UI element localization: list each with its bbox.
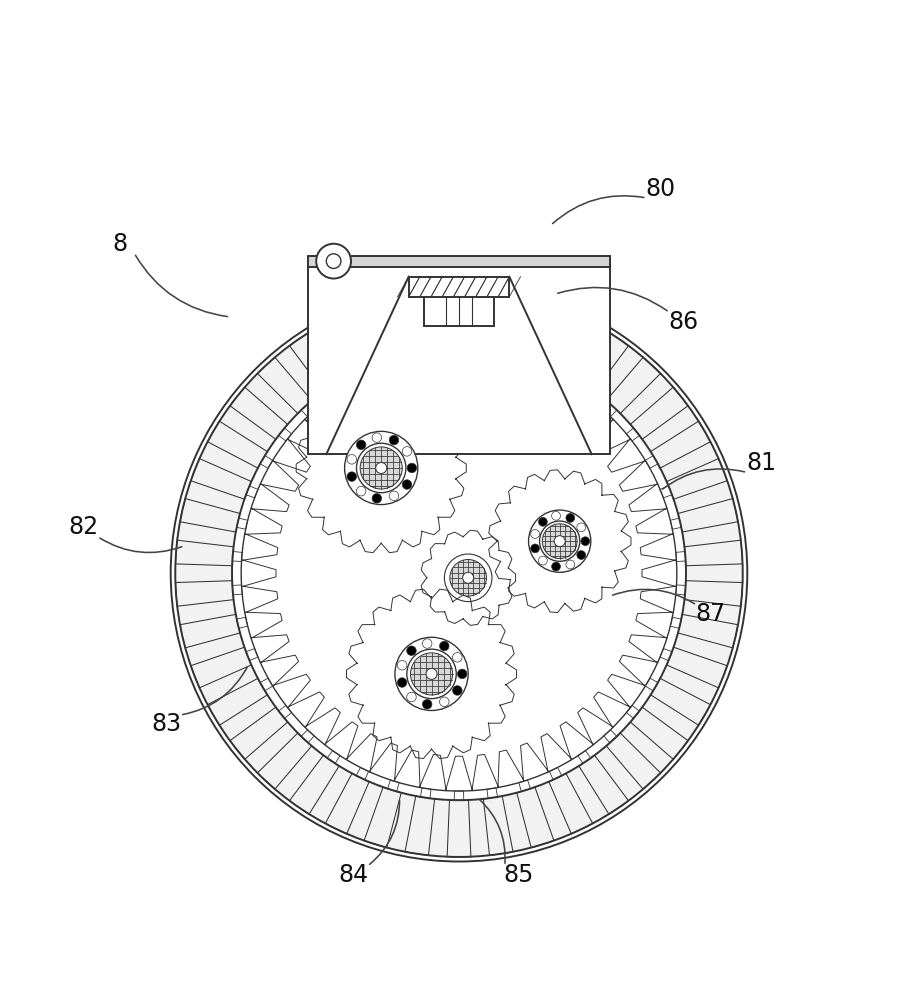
Circle shape xyxy=(422,699,432,709)
Circle shape xyxy=(347,472,356,481)
Polygon shape xyxy=(297,383,466,553)
Circle shape xyxy=(389,435,398,445)
Circle shape xyxy=(440,697,449,707)
Circle shape xyxy=(389,491,398,501)
Text: 85: 85 xyxy=(503,863,533,887)
Text: 83: 83 xyxy=(151,712,181,736)
Circle shape xyxy=(554,536,565,547)
Circle shape xyxy=(581,537,589,546)
Circle shape xyxy=(422,639,432,648)
Bar xyxy=(424,296,494,326)
Text: 80: 80 xyxy=(645,177,676,201)
Circle shape xyxy=(463,572,474,583)
Polygon shape xyxy=(346,589,517,759)
Circle shape xyxy=(531,530,540,538)
Circle shape xyxy=(375,462,386,473)
Bar xyxy=(308,257,610,454)
Circle shape xyxy=(565,513,575,522)
Circle shape xyxy=(407,463,417,473)
Circle shape xyxy=(410,653,453,695)
Text: 82: 82 xyxy=(69,515,99,539)
Circle shape xyxy=(539,517,547,526)
Circle shape xyxy=(372,433,382,442)
Circle shape xyxy=(372,494,382,503)
Circle shape xyxy=(529,510,591,572)
Circle shape xyxy=(402,447,412,456)
Circle shape xyxy=(326,254,341,268)
Circle shape xyxy=(395,637,468,711)
Polygon shape xyxy=(421,530,516,625)
Circle shape xyxy=(171,285,747,862)
Text: 8: 8 xyxy=(113,232,128,256)
Circle shape xyxy=(276,390,642,756)
Circle shape xyxy=(397,678,407,687)
Circle shape xyxy=(316,244,351,279)
Bar xyxy=(308,256,610,267)
Circle shape xyxy=(577,523,586,532)
Text: 81: 81 xyxy=(746,451,776,475)
Circle shape xyxy=(440,641,449,651)
Circle shape xyxy=(577,551,586,559)
Circle shape xyxy=(531,544,540,553)
Circle shape xyxy=(356,486,366,496)
Circle shape xyxy=(356,443,406,493)
Circle shape xyxy=(543,524,577,559)
Polygon shape xyxy=(175,290,743,857)
Text: 87: 87 xyxy=(696,602,726,626)
Circle shape xyxy=(407,692,416,702)
Circle shape xyxy=(407,649,456,699)
Bar xyxy=(409,277,509,297)
Circle shape xyxy=(453,686,462,695)
Circle shape xyxy=(552,511,560,520)
Circle shape xyxy=(402,480,412,489)
Circle shape xyxy=(457,669,467,679)
Circle shape xyxy=(426,668,437,679)
Circle shape xyxy=(552,562,560,571)
Circle shape xyxy=(347,455,356,464)
Circle shape xyxy=(539,556,547,565)
Circle shape xyxy=(407,646,416,655)
Circle shape xyxy=(450,559,487,596)
Text: 86: 86 xyxy=(668,310,699,334)
Circle shape xyxy=(565,560,575,569)
Polygon shape xyxy=(488,470,631,613)
Circle shape xyxy=(344,431,418,505)
Circle shape xyxy=(453,653,462,662)
Text: 84: 84 xyxy=(339,863,369,887)
Circle shape xyxy=(356,440,366,450)
Circle shape xyxy=(540,521,580,561)
Circle shape xyxy=(360,447,402,489)
Circle shape xyxy=(397,660,407,670)
